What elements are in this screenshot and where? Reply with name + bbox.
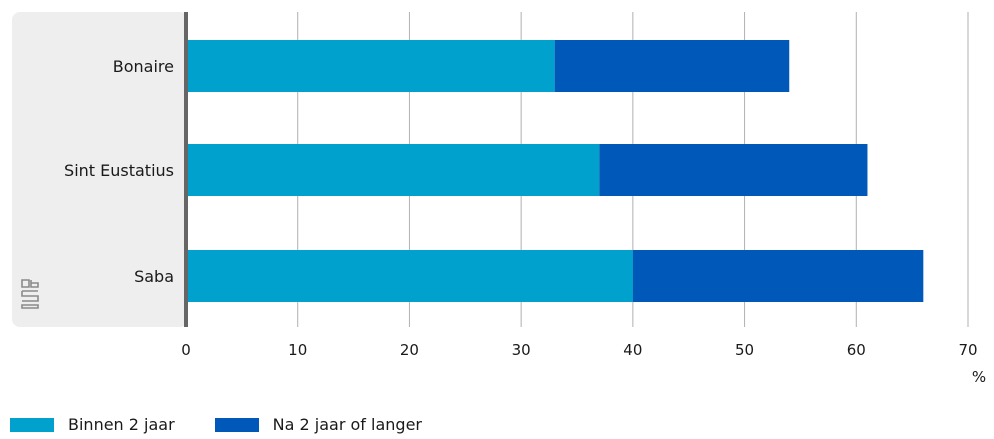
x-tick-labels: 0 10 20 30 40 50 60 70 <box>181 341 977 359</box>
legend-label: Binnen 2 jaar <box>68 415 175 434</box>
x-tick-label: 40 <box>623 341 642 359</box>
x-tick-label: 60 <box>847 341 866 359</box>
legend-label: Na 2 jaar of langer <box>272 415 422 434</box>
legend: Binnen 2 jaar Na 2 jaar of langer <box>10 415 462 434</box>
x-tick-label: 20 <box>400 341 419 359</box>
x-axis-unit: % <box>972 368 986 386</box>
legend-swatch <box>214 417 259 432</box>
category-label: Sint Eustatius <box>64 161 174 180</box>
category-labels: Bonaire Sint Eustatius Saba <box>64 57 174 286</box>
x-tick-label: 0 <box>181 341 191 359</box>
legend-item-binnen-2-jaar: Binnen 2 jaar <box>10 415 175 434</box>
bar-sint-eustatius-series-0 <box>186 144 600 196</box>
bar-saba-series-0 <box>186 250 633 302</box>
bar-bonaire-series-1 <box>554 40 790 92</box>
legend-swatch <box>10 417 54 432</box>
x-tick-label: 30 <box>512 341 531 359</box>
category-label: Bonaire <box>113 57 174 76</box>
x-tick-label: 70 <box>958 341 977 359</box>
bar-sint-eustatius-series-1 <box>599 144 868 196</box>
category-label-panel <box>12 12 188 327</box>
bar-bonaire-series-0 <box>186 40 555 92</box>
bars <box>186 40 924 302</box>
category-label: Saba <box>134 267 174 286</box>
chart: Bonaire Sint Eustatius Saba 0 10 20 30 40 50 60 7… <box>12 12 986 386</box>
cbs-logo-icon <box>21 279 39 309</box>
bar-saba-series-1 <box>632 250 924 302</box>
x-tick-label: 50 <box>735 341 754 359</box>
legend-item-na-2-jaar-of-langer: Na 2 jaar of langer <box>214 415 422 434</box>
x-tick-label: 10 <box>288 341 307 359</box>
